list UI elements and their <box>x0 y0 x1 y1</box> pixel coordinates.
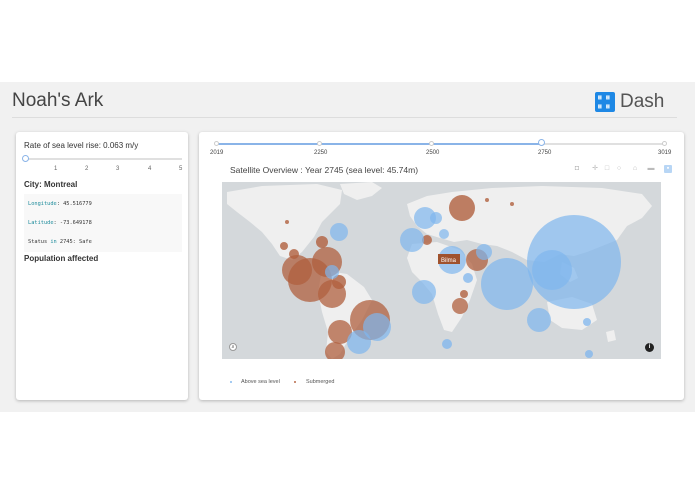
legend-dot <box>230 381 232 383</box>
year-slider-handle[interactable] <box>538 139 545 146</box>
year-mark: 2250 <box>314 150 328 156</box>
safe-cities <box>325 207 621 358</box>
hover-label-text: Bilma <box>441 258 457 264</box>
year-mark: 3019 <box>658 150 672 156</box>
rate-label: Rate of sea level rise: 0.063 m/y <box>24 141 139 150</box>
home-icon[interactable]: ⌂ <box>632 165 638 172</box>
city-info-box: Longitude: 45.516779 Latitude: -73.64917… <box>24 194 182 252</box>
year-slider-dot[interactable] <box>214 140 219 146</box>
info-icon[interactable]: i <box>645 343 654 352</box>
dash-logo-text: Dash <box>620 91 665 112</box>
year-mark: 2500 <box>426 150 440 156</box>
page-title: Noah's Ark <box>12 90 104 111</box>
pan-icon[interactable]: ✛ <box>592 165 598 172</box>
year-slider-dot[interactable] <box>317 140 322 146</box>
longitude-line: Longitude: 45.516779 <box>28 201 92 207</box>
camera-icon[interactable]: ◘ <box>574 165 580 172</box>
status-prefix: Status <box>28 239 51 245</box>
status-line: Status in 2745: Safe <box>28 239 92 245</box>
app-container: Noah's Ark ▦ ▦ ▦ ▦ Dash Rate of sea level … <box>0 82 695 412</box>
reset-icon[interactable]: ▬ <box>647 165 655 172</box>
rate-tick: 3 <box>116 166 120 172</box>
map-panel: 2019 2250 2500 2750 3019 Satellite Overv… <box>199 132 684 400</box>
year-slider-dot[interactable] <box>429 140 434 146</box>
year-mark: 2750 <box>538 150 552 156</box>
lasso-icon[interactable]: ○ <box>616 165 622 172</box>
legend-dot <box>294 381 296 383</box>
status-suffix: 2745: Safe <box>56 239 92 245</box>
dash-logo: ▦ ▦ ▦ ▦ Dash <box>595 91 664 113</box>
year-slider-fill <box>217 143 543 145</box>
hover-label: Bilma <box>438 254 460 264</box>
dash-logo-icon: ▦ ▦ ▦ ▦ <box>595 92 615 112</box>
rate-tick: 2 <box>85 166 89 172</box>
header-divider <box>12 117 677 118</box>
map-svg: Bilma <box>227 182 652 359</box>
latitude-value: : -73.649178 <box>53 220 92 226</box>
legend-submerged[interactable]: Submerged <box>306 379 335 385</box>
controls-panel: Rate of sea level rise: 0.063 m/y 1 2 3 … <box>16 132 188 400</box>
rate-slider-track[interactable] <box>26 158 182 160</box>
rate-slider-handle[interactable] <box>22 155 29 162</box>
rate-tick: 5 <box>179 166 183 172</box>
status-key: in <box>50 239 57 245</box>
rate-tick: 4 <box>148 166 152 172</box>
latitude-key: Latitude <box>28 220 54 226</box>
year-mark: 2019 <box>210 150 224 156</box>
latitude-line: Latitude: -73.649178 <box>28 220 92 226</box>
chart-title: Satellite Overview : Year 2745 (sea leve… <box>230 165 419 175</box>
box-select-icon[interactable]: □ <box>604 165 610 172</box>
world-map[interactable]: Bilma ⌕ i <box>222 182 661 359</box>
plotly-logo-icon[interactable]: ▪ <box>664 165 672 173</box>
map-zoom-icon[interactable]: ⌕ <box>229 343 237 351</box>
rate-tick: 1 <box>54 166 58 172</box>
population-heading: Population affected <box>24 254 99 263</box>
legend-above-sea-level[interactable]: Above sea level <box>241 379 280 385</box>
city-heading: City: Montreal <box>24 180 78 189</box>
longitude-key: Longitude <box>28 201 57 207</box>
year-slider-dot[interactable] <box>662 140 667 146</box>
longitude-value: : 45.516779 <box>56 201 92 207</box>
